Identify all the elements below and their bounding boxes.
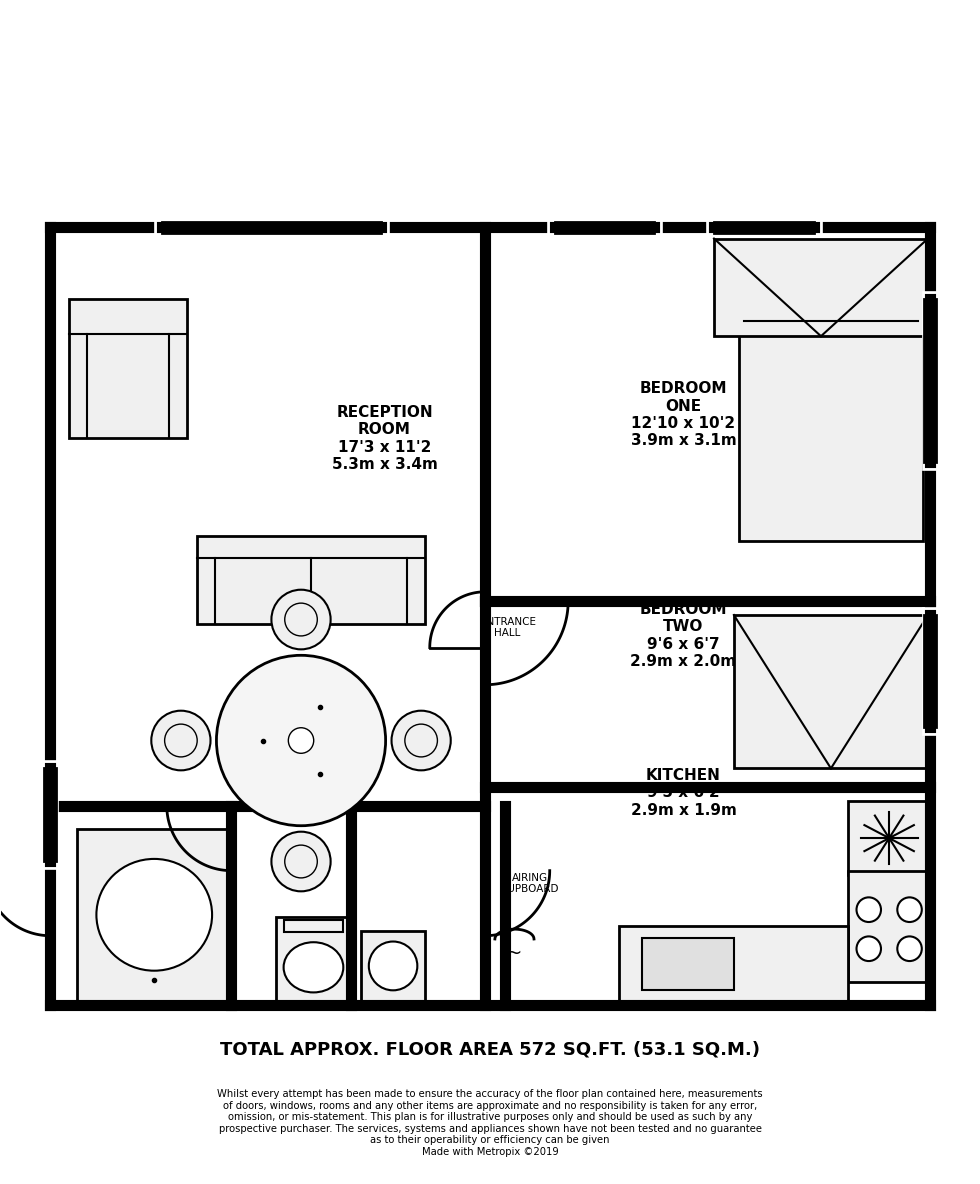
Bar xyxy=(70,300,186,438)
Circle shape xyxy=(857,937,881,961)
Circle shape xyxy=(271,590,330,649)
Bar xyxy=(642,938,734,990)
Circle shape xyxy=(288,728,314,753)
Ellipse shape xyxy=(283,942,343,992)
Circle shape xyxy=(898,897,922,922)
Circle shape xyxy=(217,655,385,825)
Ellipse shape xyxy=(368,941,417,990)
Circle shape xyxy=(392,710,451,771)
Text: Whilst every attempt has been made to ensure the accuracy of the floor plan cont: Whilst every attempt has been made to en… xyxy=(218,1089,762,1157)
Bar xyxy=(276,918,351,1000)
Bar xyxy=(619,926,849,1000)
Text: BEDROOM
ONE
12'10 x 10'2
3.9m x 3.1m: BEDROOM ONE 12'10 x 10'2 3.9m x 3.1m xyxy=(630,381,736,449)
Bar xyxy=(283,920,343,932)
Circle shape xyxy=(898,937,922,961)
Bar xyxy=(849,870,930,983)
Text: ~: ~ xyxy=(507,945,522,964)
Bar xyxy=(714,239,928,336)
Bar xyxy=(77,829,231,1000)
Bar xyxy=(849,800,930,875)
Bar xyxy=(739,303,923,541)
Bar xyxy=(197,536,425,624)
Text: RECEPTION
ROOM
17'3 x 11'2
5.3m x 3.4m: RECEPTION ROOM 17'3 x 11'2 5.3m x 3.4m xyxy=(331,405,437,472)
Ellipse shape xyxy=(96,858,212,971)
Bar xyxy=(361,931,425,1000)
Text: BEDROOM
TWO
9'6 x 6'7
2.9m x 2.0m: BEDROOM TWO 9'6 x 6'7 2.9m x 2.0m xyxy=(630,601,737,669)
Circle shape xyxy=(151,710,211,771)
Text: ENTRANCE
HALL: ENTRANCE HALL xyxy=(479,617,536,638)
Circle shape xyxy=(271,831,330,892)
Circle shape xyxy=(857,897,881,922)
Bar xyxy=(734,614,928,768)
Text: KITCHEN
9'5 x 6'2
2.9m x 1.9m: KITCHEN 9'5 x 6'2 2.9m x 1.9m xyxy=(630,768,736,818)
Text: TOTAL APPROX. FLOOR AREA 572 SQ.FT. (53.1 SQ.M.): TOTAL APPROX. FLOOR AREA 572 SQ.FT. (53.… xyxy=(220,1041,760,1058)
Text: AIRING
CUPBOARD: AIRING CUPBOARD xyxy=(501,873,559,894)
